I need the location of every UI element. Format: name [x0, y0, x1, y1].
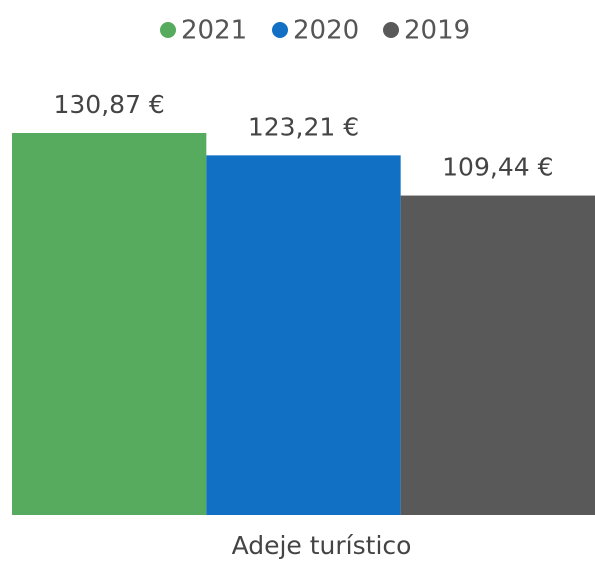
bar	[206, 155, 401, 515]
bar	[12, 133, 207, 515]
data-label: 130,87 €	[54, 90, 165, 119]
legend-marker	[160, 22, 176, 38]
data-label: 109,44 €	[442, 153, 553, 182]
legend-marker	[383, 22, 399, 38]
x-tick-label: Adeje turístico	[232, 531, 412, 560]
legend-label: 2019	[404, 16, 470, 46]
legend-marker	[272, 22, 288, 38]
legend-label: 2020	[293, 16, 359, 46]
legend-label: 2021	[181, 16, 247, 46]
data-label: 123,21 €	[248, 112, 359, 141]
bar	[400, 195, 595, 515]
